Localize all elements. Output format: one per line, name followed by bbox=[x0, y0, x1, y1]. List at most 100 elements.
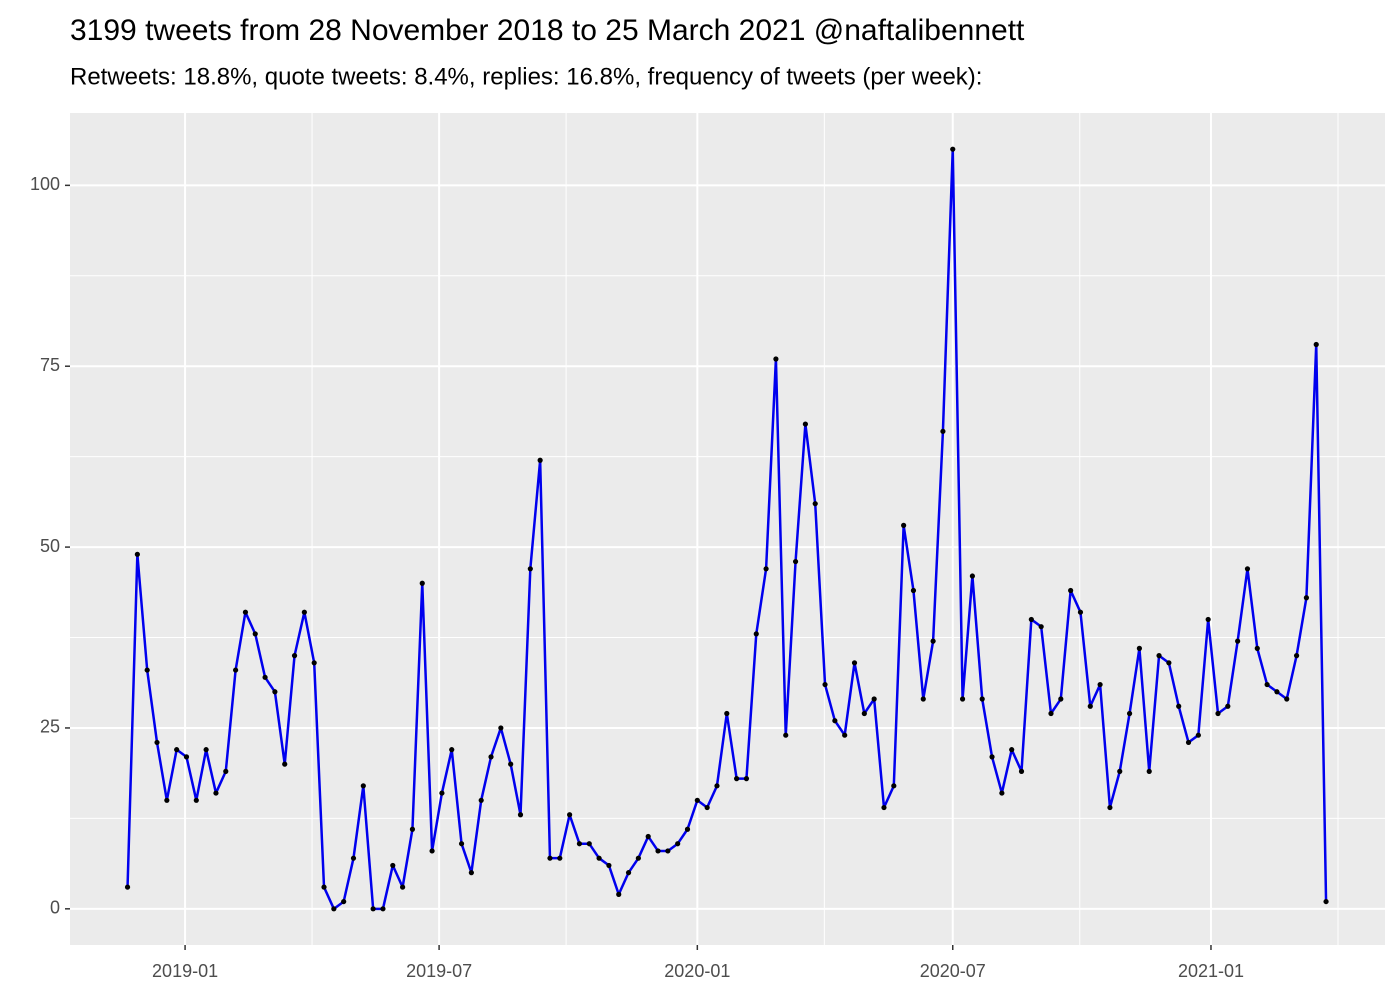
point bbox=[527, 566, 533, 572]
point bbox=[930, 638, 936, 644]
chart-subtitle: Retweets: 18.8%, quote tweets: 8.4%, rep… bbox=[70, 63, 982, 90]
point bbox=[969, 573, 975, 579]
point bbox=[1205, 616, 1211, 623]
point bbox=[400, 884, 406, 890]
point bbox=[458, 841, 465, 847]
point bbox=[616, 891, 622, 897]
y-tick-label: 25 bbox=[40, 717, 60, 737]
point bbox=[262, 674, 268, 680]
point bbox=[1136, 645, 1143, 651]
point bbox=[174, 747, 180, 753]
point bbox=[842, 732, 848, 738]
point bbox=[1176, 703, 1182, 709]
point bbox=[252, 631, 258, 637]
point bbox=[567, 812, 573, 818]
point bbox=[183, 754, 190, 760]
point bbox=[1303, 595, 1310, 601]
point bbox=[488, 754, 494, 760]
point bbox=[1185, 739, 1192, 746]
point bbox=[851, 660, 858, 666]
point bbox=[901, 522, 907, 528]
point bbox=[743, 776, 750, 782]
point bbox=[675, 841, 681, 847]
point bbox=[1018, 768, 1025, 774]
point bbox=[154, 739, 160, 746]
point bbox=[959, 696, 966, 702]
point bbox=[272, 689, 278, 695]
point bbox=[714, 783, 720, 789]
point bbox=[242, 609, 249, 615]
point bbox=[301, 609, 307, 615]
point bbox=[596, 855, 602, 861]
point bbox=[282, 761, 288, 767]
point bbox=[1146, 768, 1152, 774]
point bbox=[1097, 681, 1103, 688]
point bbox=[380, 906, 386, 912]
point bbox=[655, 848, 661, 854]
point bbox=[576, 841, 583, 847]
point bbox=[802, 421, 808, 427]
point bbox=[134, 551, 140, 557]
point bbox=[635, 855, 641, 861]
point bbox=[1166, 660, 1172, 666]
point bbox=[1254, 645, 1260, 651]
point bbox=[684, 826, 691, 832]
point bbox=[1313, 341, 1319, 348]
point bbox=[665, 848, 671, 854]
point bbox=[429, 848, 435, 854]
point bbox=[773, 356, 779, 362]
x-tick-label: 2019-01 bbox=[152, 961, 218, 981]
point bbox=[822, 681, 828, 688]
point bbox=[979, 696, 985, 702]
point bbox=[586, 841, 592, 847]
point bbox=[1293, 653, 1300, 659]
point bbox=[213, 790, 219, 796]
point bbox=[1087, 703, 1093, 709]
point bbox=[792, 558, 799, 565]
point bbox=[1156, 653, 1162, 659]
point bbox=[940, 428, 946, 434]
x-tick-label: 2019-07 bbox=[406, 961, 472, 981]
point bbox=[920, 696, 926, 702]
point bbox=[1323, 898, 1329, 905]
point bbox=[871, 696, 877, 702]
point bbox=[547, 855, 553, 861]
y-tick-label: 50 bbox=[40, 536, 60, 556]
point bbox=[1225, 703, 1231, 709]
x-tick-label: 2021-01 bbox=[1178, 961, 1244, 981]
point bbox=[193, 797, 199, 803]
point bbox=[557, 855, 563, 861]
point bbox=[144, 667, 150, 673]
point bbox=[1048, 710, 1054, 717]
point bbox=[449, 747, 455, 753]
x-tick-label: 2020-07 bbox=[920, 961, 986, 981]
point bbox=[390, 862, 396, 869]
point bbox=[478, 797, 484, 803]
point bbox=[1058, 696, 1064, 702]
point bbox=[233, 667, 239, 673]
point bbox=[1264, 681, 1270, 688]
point bbox=[724, 710, 730, 717]
point bbox=[1284, 696, 1290, 702]
point bbox=[694, 797, 700, 803]
point bbox=[1107, 804, 1113, 811]
point bbox=[468, 870, 474, 876]
point bbox=[763, 566, 769, 572]
point bbox=[439, 790, 445, 796]
point bbox=[1274, 689, 1280, 695]
point bbox=[812, 501, 818, 507]
point bbox=[409, 826, 416, 832]
point bbox=[1068, 587, 1074, 594]
point bbox=[350, 855, 357, 861]
point bbox=[498, 725, 504, 731]
point bbox=[625, 870, 632, 876]
point bbox=[341, 898, 347, 905]
point bbox=[124, 884, 131, 890]
point bbox=[881, 804, 887, 811]
point bbox=[223, 768, 229, 774]
y-tick-label: 100 bbox=[30, 174, 60, 194]
point bbox=[832, 718, 838, 724]
point bbox=[999, 790, 1005, 796]
point bbox=[321, 884, 327, 890]
